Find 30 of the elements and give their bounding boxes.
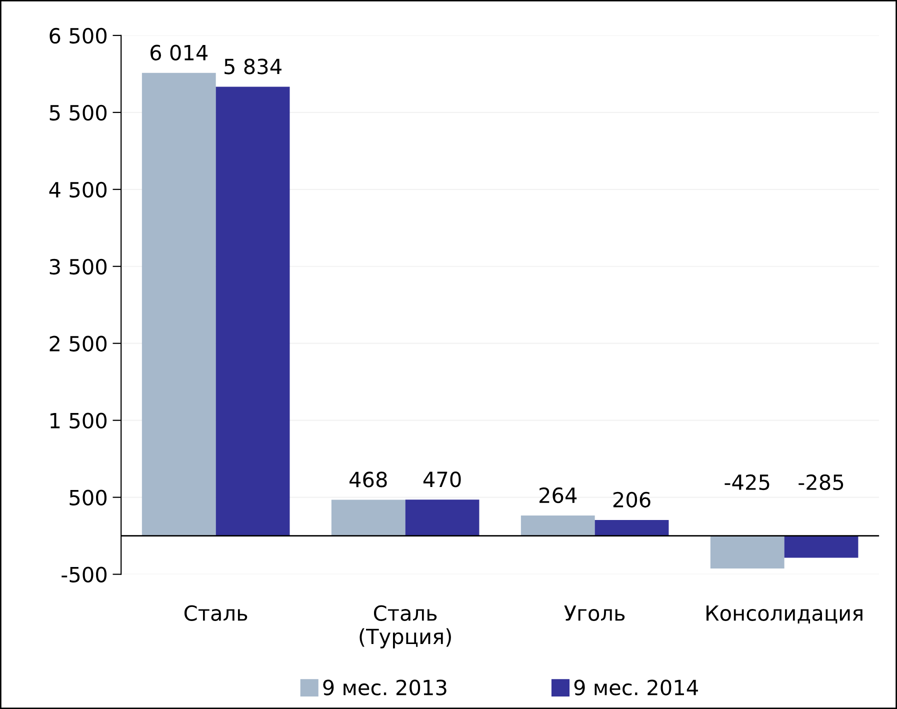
bar xyxy=(216,86,290,536)
data-label: 264 xyxy=(540,487,577,504)
y-tick-label: 500 xyxy=(70,490,107,506)
y-tick-label: 5 500 xyxy=(50,104,107,121)
y-tick-label: 3 500 xyxy=(50,258,107,275)
data-label: 6 014 xyxy=(150,44,208,60)
legend-label: 9 мес. 2014 xyxy=(574,680,698,696)
data-label: -425 xyxy=(724,474,770,490)
bar xyxy=(331,500,406,536)
data-label: 470 xyxy=(423,471,461,488)
bar xyxy=(710,536,784,569)
bar xyxy=(784,536,858,558)
bar xyxy=(520,515,595,536)
data-label: 468 xyxy=(350,472,387,488)
x-tick-label: Сталь xyxy=(184,605,248,621)
data-label: -285 xyxy=(798,474,844,490)
y-tick-label: 1 500 xyxy=(50,412,107,429)
y-tick-label: 6 500 xyxy=(50,28,107,44)
bar xyxy=(594,520,669,536)
y-tick-label: 4 500 xyxy=(49,182,107,198)
data-label: 206 xyxy=(613,492,650,508)
legend-label: 9 мес. 2013 xyxy=(323,680,446,696)
x-tick-label: Уголь xyxy=(564,605,625,621)
bar xyxy=(142,72,216,536)
y-tick-label: -500 xyxy=(62,566,107,582)
bar xyxy=(405,500,480,536)
x-tick-label: Консолидация xyxy=(706,605,862,624)
y-tick-label: 2 500 xyxy=(50,336,107,352)
x-tick-label: Сталь (Турция) xyxy=(360,605,451,648)
data-label: 5 834 xyxy=(224,58,282,74)
